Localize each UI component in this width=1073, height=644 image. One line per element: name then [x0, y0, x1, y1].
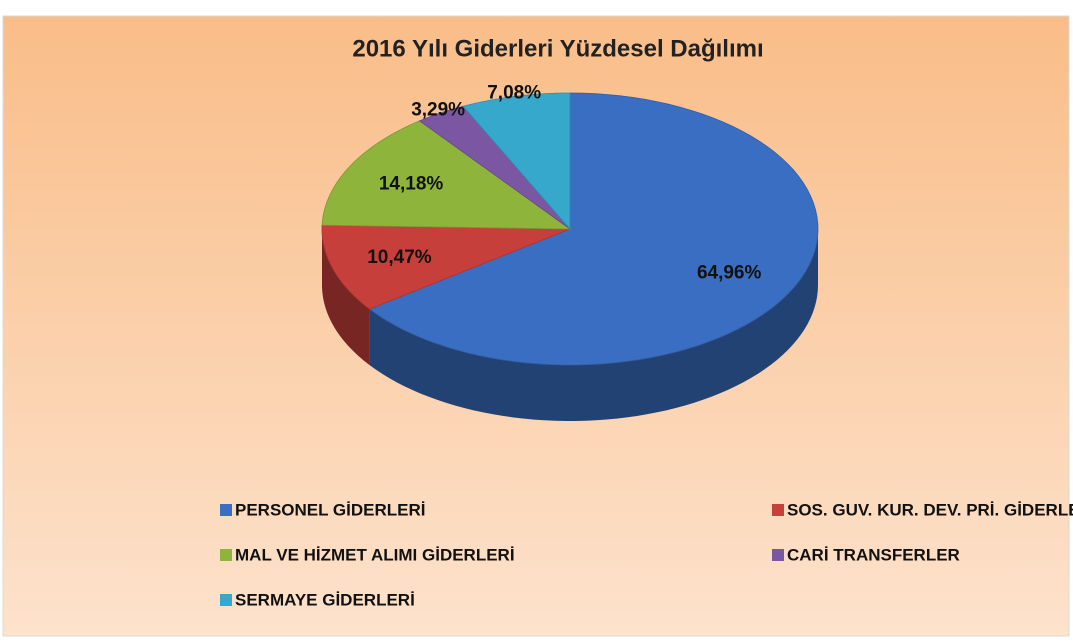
legend-swatch [220, 549, 232, 561]
data-label: 10,47% [367, 247, 432, 268]
chart-title: 2016 Yılı Giderleri Yüzdesel Dağılımı [352, 35, 763, 62]
legend-label: SOS. GUV. KUR. DEV. PRİ. GİDERLERİ [787, 500, 1073, 519]
slice [418, 105, 571, 230]
legend-swatch [772, 549, 784, 561]
data-label: 14,18% [379, 173, 444, 194]
slice [368, 92, 819, 366]
legend-label: SERMAYE GİDERLERİ [235, 590, 415, 609]
slice [321, 224, 571, 310]
data-label: 7,08% [487, 83, 541, 104]
slice-side [322, 229, 370, 366]
data-label: 64,96% [697, 262, 762, 283]
legend-label: PERSONEL GİDERLERİ [235, 500, 426, 519]
legend-swatch [220, 504, 232, 516]
legend-swatch [772, 504, 784, 516]
slice [321, 120, 572, 230]
slice-side [369, 229, 818, 421]
slice [462, 92, 571, 231]
data-label: 3,29% [411, 100, 465, 121]
legend-swatch [220, 594, 232, 606]
legend-label: MAL VE HİZMET ALIMI GİDERLERİ [235, 545, 515, 564]
legend-label: CARİ TRANSFERLER [787, 545, 960, 564]
